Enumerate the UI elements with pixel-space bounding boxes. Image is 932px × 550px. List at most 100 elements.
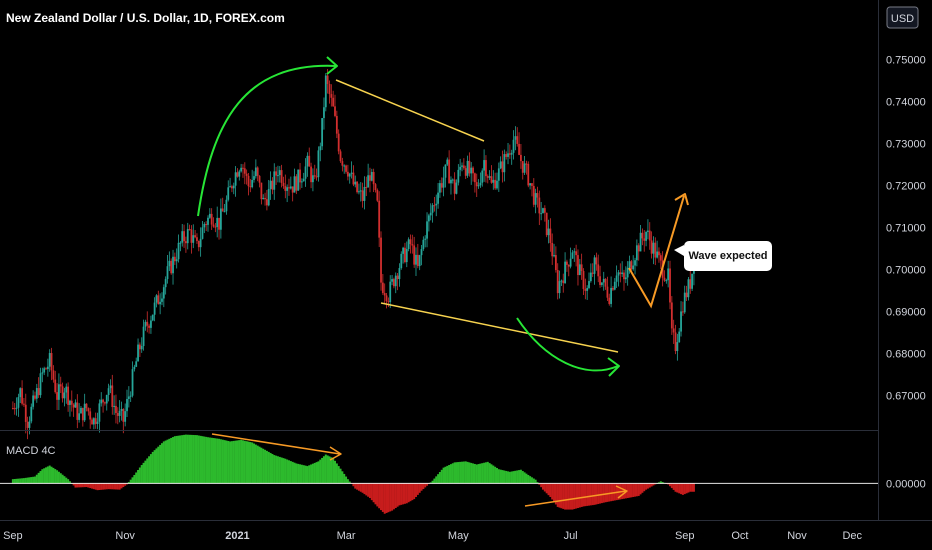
candle-body <box>356 181 358 193</box>
candle-body <box>115 405 117 414</box>
candle-body <box>650 240 653 254</box>
candle-body <box>197 240 200 248</box>
macd-bar <box>451 463 454 484</box>
candle-body <box>361 190 364 201</box>
macd-bar <box>407 483 410 503</box>
macd-bar <box>135 472 138 484</box>
macd-bar <box>530 477 533 484</box>
macd-bar <box>680 483 683 495</box>
candle-body <box>615 275 618 282</box>
macd-bar <box>391 483 394 511</box>
macd-bar <box>324 454 327 484</box>
candle-body <box>612 287 614 290</box>
macd-bar <box>30 477 33 484</box>
macd-bar <box>15 478 18 484</box>
candle-body <box>542 208 544 214</box>
macd-bar <box>183 434 186 484</box>
candle-body <box>569 258 572 267</box>
macd-bar <box>122 483 125 488</box>
candle-body <box>464 168 467 176</box>
candle-body <box>630 261 633 270</box>
macd-bar <box>168 438 171 484</box>
macd-bar <box>142 462 145 484</box>
candle-body <box>492 179 495 183</box>
candle-body <box>359 190 362 192</box>
candle-body <box>177 242 180 260</box>
candle-body <box>205 224 208 226</box>
candle-body <box>588 281 590 288</box>
macd-bar <box>346 479 349 484</box>
candle-body <box>105 395 108 404</box>
candle-body <box>381 282 384 294</box>
candle-body <box>140 346 143 350</box>
candle-body <box>560 280 563 282</box>
candle-body <box>610 287 613 304</box>
macd-bar <box>317 461 320 484</box>
candle-body <box>691 273 693 289</box>
candle-body <box>431 205 434 213</box>
price-tick-label: 0.70000 <box>886 264 926 276</box>
candle-body <box>59 384 62 387</box>
macd-bar <box>195 435 198 484</box>
candle-body <box>623 272 625 280</box>
macd-bar <box>92 483 95 490</box>
macd-bar <box>637 483 640 496</box>
macd-bar <box>160 443 163 484</box>
candle-body <box>56 392 58 400</box>
candle-body <box>418 255 421 267</box>
macd-bar <box>335 463 338 484</box>
candle-body <box>254 167 257 177</box>
candle-body <box>339 151 342 162</box>
macd-bar <box>140 465 143 484</box>
candle-body <box>494 179 497 189</box>
macd-bar <box>41 469 44 484</box>
candle-body <box>100 399 103 404</box>
candle-body <box>578 264 581 276</box>
macd-bar <box>103 483 106 490</box>
macd-bar <box>630 483 633 498</box>
macd-bar <box>52 467 55 484</box>
candle-body <box>654 242 657 258</box>
macd-bar <box>304 465 307 484</box>
candle-body <box>280 170 283 183</box>
currency-badge-label[interactable]: USD <box>891 13 914 25</box>
candle-body <box>391 279 393 282</box>
candle-body <box>201 227 204 239</box>
candle-body <box>229 186 231 188</box>
macd-bar <box>556 483 559 507</box>
candle-body <box>286 187 289 191</box>
macd-bar <box>175 435 178 484</box>
macd-bar <box>416 483 419 495</box>
price-axis: 0.75000 0.74000 0.73000 0.72000 0.71000 0.700… <box>886 55 926 403</box>
macd-bar <box>326 455 329 484</box>
candle-body <box>313 175 316 177</box>
macd-bar <box>308 465 311 484</box>
macd-bar <box>426 483 429 486</box>
candle-body <box>138 344 141 350</box>
macd-bar <box>359 483 362 492</box>
macd-bar <box>243 440 246 484</box>
price-tick-label: 0.73000 <box>886 139 926 151</box>
macd-bar <box>240 439 243 484</box>
candle-body <box>350 172 353 174</box>
macd-bar <box>514 470 517 484</box>
candle-body <box>116 413 119 416</box>
price-tick-label: 0.68000 <box>886 348 926 360</box>
candle-body <box>337 133 340 152</box>
currency-badge[interactable]: USD <box>886 6 919 29</box>
candle-body <box>389 281 392 303</box>
macd-bar <box>422 483 425 490</box>
candle-body <box>96 421 99 424</box>
currency-badge-box[interactable] <box>886 6 919 29</box>
candle-body <box>24 404 27 422</box>
candle-body <box>656 251 659 258</box>
wave-arrowhead <box>674 193 689 206</box>
candle-body <box>32 395 35 407</box>
candle-body <box>461 165 463 167</box>
candle-body <box>334 106 336 116</box>
candle-body <box>26 421 29 428</box>
macd-bar <box>606 483 609 502</box>
candle-body <box>127 396 130 399</box>
candle-body <box>433 205 436 207</box>
macd-bar <box>299 464 302 484</box>
